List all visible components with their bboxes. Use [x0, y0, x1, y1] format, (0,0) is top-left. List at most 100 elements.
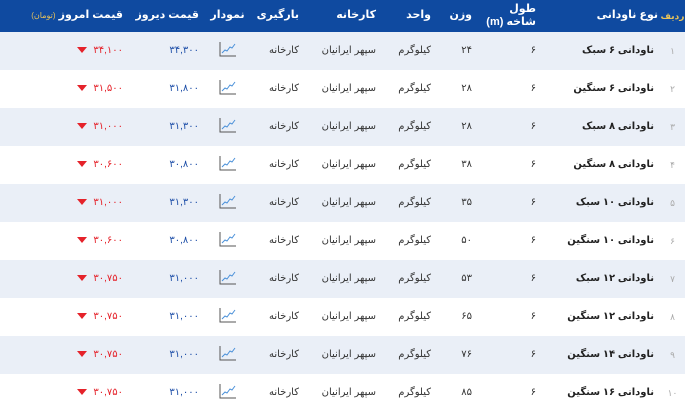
price-today: ۳۰,۷۵۰	[93, 273, 123, 284]
table-row: ۴ ناودانی ۸ سنگین ۶ ۳۸ کیلوگرم سپهر ایرا…	[0, 146, 685, 184]
chart-button[interactable]	[205, 307, 250, 327]
price-yesterday: ۳۱,۳۰۰	[169, 197, 199, 208]
chart-button[interactable]	[205, 79, 250, 99]
unit: کیلوگرم	[398, 45, 431, 56]
unit: کیلوگرم	[398, 235, 431, 246]
product-type: ناودانی ۶ سنگین	[573, 83, 654, 94]
weight: ۷۶	[461, 349, 472, 360]
table-row: ۶ ناودانی ۱۰ سنگین ۶ ۵۰ کیلوگرم سپهر ایر…	[0, 222, 685, 260]
price-today-cell: ۳۱,۰۰۰	[0, 121, 135, 133]
factory: سپهر ایرانیان	[321, 83, 376, 94]
price-today-cell: ۳۰,۶۰۰	[0, 159, 135, 171]
row-number: ۲	[670, 83, 675, 94]
product-type: ناودانی ۱۶ سنگین	[567, 387, 654, 398]
unit: کیلوگرم	[398, 197, 431, 208]
price-today: ۳۱,۰۰۰	[93, 121, 123, 132]
price-yesterday: ۳۱,۰۰۰	[169, 273, 199, 284]
chart-button[interactable]	[205, 41, 250, 61]
product-type: ناودانی ۸ سنگین	[573, 159, 654, 170]
price-today-cell: ۳۰,۷۵۰	[0, 387, 135, 399]
price-today: ۳۰,۷۵۰	[93, 311, 123, 322]
loading: کارخانه	[268, 349, 299, 360]
loading: کارخانه	[268, 197, 299, 208]
price-yesterday: ۳۱,۳۰۰	[169, 121, 199, 132]
line-chart-icon[interactable]	[219, 383, 237, 403]
line-chart-icon[interactable]	[219, 269, 237, 289]
product-type: ناودانی ۱۴ سنگین	[567, 349, 654, 360]
price-today-cell: ۳۴,۱۰۰	[0, 45, 135, 57]
price-today-cell: ۳۱,۵۰۰	[0, 83, 135, 95]
down-arrow-icon	[77, 351, 88, 358]
product-type: ناودانی ۸ سبک	[582, 121, 654, 132]
price-today: ۳۴,۱۰۰	[93, 45, 123, 56]
length: ۶	[530, 311, 536, 322]
weight: ۸۵	[461, 387, 472, 398]
line-chart-icon[interactable]	[219, 155, 237, 175]
down-arrow-icon	[77, 123, 88, 130]
price-yesterday: ۳۱,۰۰۰	[169, 311, 199, 322]
length: ۶	[530, 121, 536, 132]
row-number: ۹	[670, 349, 675, 360]
row-number: ۱	[670, 45, 675, 56]
price-today-cell: ۳۰,۷۵۰	[0, 311, 135, 323]
chart-button[interactable]	[205, 383, 250, 403]
weight: ۵۰	[461, 235, 472, 246]
unit: کیلوگرم	[398, 83, 431, 94]
header-unit: واحد	[406, 9, 431, 22]
chart-button[interactable]	[205, 193, 250, 213]
loading: کارخانه	[268, 273, 299, 284]
length: ۶	[530, 159, 536, 170]
unit: کیلوگرم	[398, 349, 431, 360]
unit: کیلوگرم	[398, 159, 431, 170]
product-type: ناودانی ۱۲ سنگین	[567, 311, 654, 322]
line-chart-icon[interactable]	[219, 345, 237, 365]
row-number: ۴	[670, 159, 675, 170]
line-chart-icon[interactable]	[219, 117, 237, 137]
price-today: ۳۱,۵۰۰	[93, 83, 123, 94]
header-chart: نمودار	[210, 9, 245, 22]
table-header: ردیف نوع ناودانی طول شاخه (m) وزن واحد ک…	[0, 0, 685, 32]
line-chart-icon[interactable]	[219, 193, 237, 213]
header-loading: بارگیری	[256, 9, 299, 22]
chart-button[interactable]	[205, 155, 250, 175]
weight: ۳۵	[461, 197, 472, 208]
chart-button[interactable]	[205, 231, 250, 251]
table-row: ۷ ناودانی ۱۲ سبک ۶ ۵۳ کیلوگرم سپهر ایران…	[0, 260, 685, 298]
loading: کارخانه	[268, 387, 299, 398]
line-chart-icon[interactable]	[219, 41, 237, 61]
line-chart-icon[interactable]	[219, 231, 237, 251]
loading: کارخانه	[268, 45, 299, 56]
table-row: ۸ ناودانی ۱۲ سنگین ۶ ۶۵ کیلوگرم سپهر ایر…	[0, 298, 685, 336]
row-number: ۵	[670, 197, 675, 208]
length: ۶	[530, 235, 536, 246]
unit: کیلوگرم	[398, 311, 431, 322]
factory: سپهر ایرانیان	[321, 235, 376, 246]
down-arrow-icon	[77, 389, 88, 396]
line-chart-icon[interactable]	[219, 307, 237, 327]
unit: کیلوگرم	[398, 273, 431, 284]
down-arrow-icon	[77, 313, 88, 320]
line-chart-icon[interactable]	[219, 79, 237, 99]
product-type: ناودانی ۱۲ سبک	[575, 273, 654, 284]
loading: کارخانه	[268, 235, 299, 246]
table-row: ۵ ناودانی ۱۰ سبک ۶ ۳۵ کیلوگرم سپهر ایران…	[0, 184, 685, 222]
weight: ۳۸	[461, 159, 472, 170]
length: ۶	[530, 387, 536, 398]
row-number: ۸	[670, 311, 675, 322]
factory: سپهر ایرانیان	[321, 159, 376, 170]
table-row: ۲ ناودانی ۶ سنگین ۶ ۲۸ کیلوگرم سپهر ایرا…	[0, 70, 685, 108]
header-factory: کارخانه	[336, 9, 376, 22]
price-today: ۳۱,۰۰۰	[93, 197, 123, 208]
header-today: قیمت امروز (تومان)	[31, 9, 123, 22]
chart-button[interactable]	[205, 345, 250, 365]
price-today-cell: ۳۰,۷۵۰	[0, 273, 135, 285]
product-type: ناودانی ۱۰ سنگین	[567, 235, 654, 246]
chart-button[interactable]	[205, 117, 250, 137]
factory: سپهر ایرانیان	[321, 45, 376, 56]
row-number: ۱۰	[667, 387, 678, 398]
table-row: ۱۰ ناودانی ۱۶ سنگین ۶ ۸۵ کیلوگرم سپهر ای…	[0, 374, 685, 412]
header-length: طول شاخه (m)	[486, 2, 536, 28]
length: ۶	[530, 45, 536, 56]
chart-button[interactable]	[205, 269, 250, 289]
